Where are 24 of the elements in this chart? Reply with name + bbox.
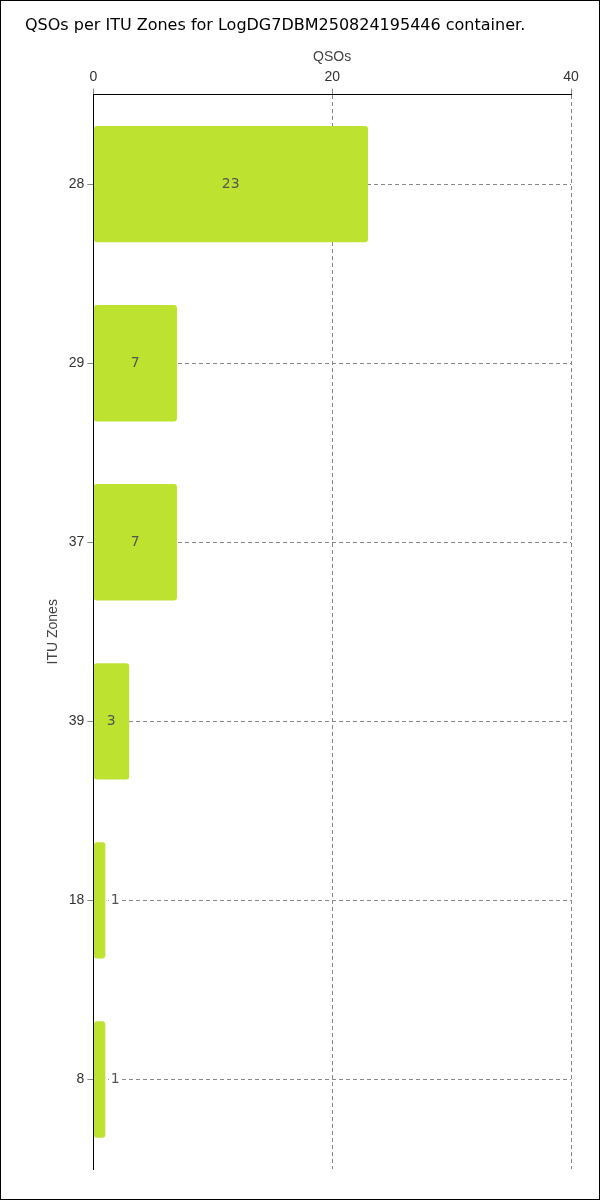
data-label: 3 — [106, 711, 116, 728]
bar — [93, 1021, 106, 1138]
bar — [93, 842, 106, 959]
y-axis-title: ITU Zones — [44, 599, 61, 665]
data-label: 1 — [110, 1070, 120, 1087]
x-tick-label: 40 — [563, 68, 579, 85]
bar — [93, 484, 177, 601]
bar — [93, 663, 130, 780]
y-tick-label: 29 — [68, 354, 85, 371]
bar — [93, 305, 177, 422]
data-label: 23 — [221, 174, 240, 191]
x-tick-label: 0 — [89, 68, 98, 85]
data-label: 7 — [130, 532, 140, 549]
y-tick-label: 37 — [68, 533, 85, 550]
y-tick-label: 39 — [68, 712, 85, 729]
data-label: 1 — [110, 891, 120, 908]
y-tick-label: 18 — [68, 891, 85, 908]
x-tick-label: 20 — [324, 68, 341, 85]
bar — [93, 125, 369, 243]
chart-title: QSOs per ITU Zones for LogDG7DBM250824195446 container. — [25, 15, 526, 34]
y-tick-label: 8 — [76, 1070, 85, 1087]
y-tick-label: 28 — [68, 174, 85, 191]
x-axis-title: QSOs — [313, 48, 352, 65]
data-label: 7 — [130, 353, 140, 370]
